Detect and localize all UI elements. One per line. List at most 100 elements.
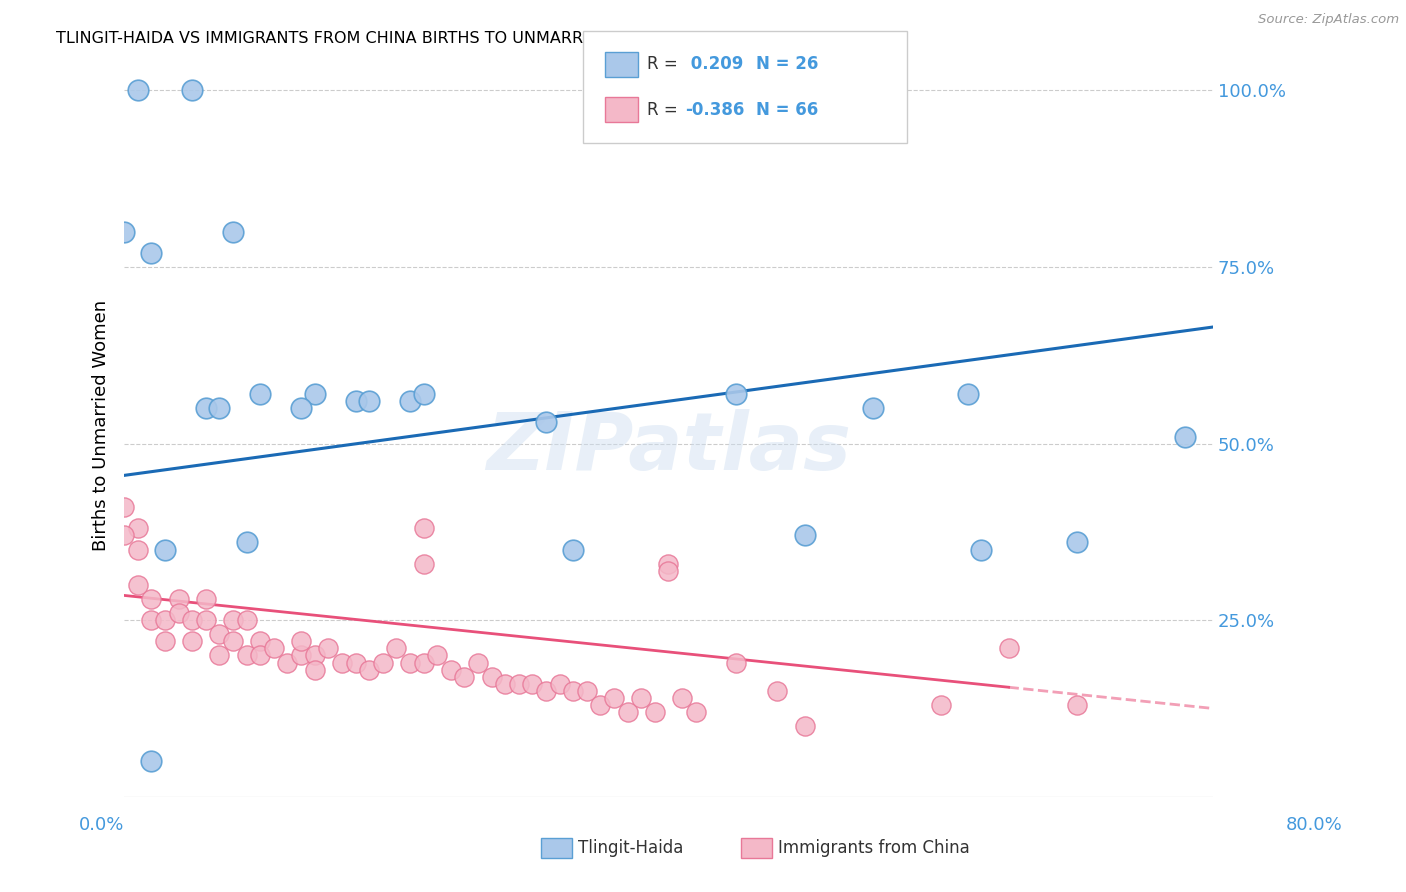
Point xyxy=(997,641,1019,656)
Point xyxy=(1066,535,1088,549)
Point xyxy=(153,542,176,557)
Point xyxy=(112,225,135,239)
Point xyxy=(399,656,422,670)
Point xyxy=(276,656,298,670)
Point xyxy=(290,401,312,416)
Point xyxy=(399,394,422,409)
Y-axis label: Births to Unmarried Women: Births to Unmarried Women xyxy=(93,301,110,551)
Text: N = 66: N = 66 xyxy=(756,101,818,119)
Point xyxy=(793,528,815,542)
Point xyxy=(249,648,271,663)
Point xyxy=(181,83,204,97)
Point xyxy=(481,670,503,684)
Point xyxy=(766,683,789,698)
Point xyxy=(657,564,679,578)
Point xyxy=(548,676,571,690)
Point xyxy=(534,683,557,698)
Point xyxy=(371,656,394,670)
Point xyxy=(575,683,598,698)
Point xyxy=(970,542,993,557)
Point xyxy=(167,591,190,606)
Point xyxy=(657,557,679,571)
Text: Source: ZipAtlas.com: Source: ZipAtlas.com xyxy=(1258,13,1399,27)
Point xyxy=(222,613,245,627)
Point xyxy=(412,656,434,670)
Point xyxy=(956,387,979,401)
Point xyxy=(385,641,408,656)
Point xyxy=(603,690,626,705)
Point xyxy=(685,705,707,719)
Point xyxy=(562,542,585,557)
Point xyxy=(304,663,326,677)
Point xyxy=(412,387,434,401)
Point xyxy=(112,528,135,542)
Text: N = 26: N = 26 xyxy=(756,55,818,73)
Point xyxy=(494,676,516,690)
Point xyxy=(181,613,204,627)
Text: R =: R = xyxy=(647,55,678,73)
Point xyxy=(725,387,748,401)
Point xyxy=(725,656,748,670)
Point xyxy=(671,690,693,705)
Point xyxy=(508,676,530,690)
Text: R =: R = xyxy=(647,101,678,119)
Point xyxy=(359,663,381,677)
Point xyxy=(127,578,149,592)
Point xyxy=(235,613,257,627)
Point xyxy=(589,698,612,712)
Point xyxy=(1174,429,1197,443)
Point xyxy=(263,641,285,656)
Point xyxy=(522,676,544,690)
Point xyxy=(453,670,475,684)
Text: 80.0%: 80.0% xyxy=(1286,816,1343,834)
Point xyxy=(208,627,231,641)
Text: ZIPatlas: ZIPatlas xyxy=(486,409,851,487)
Text: -0.386: -0.386 xyxy=(685,101,744,119)
Point xyxy=(467,656,489,670)
Point xyxy=(194,591,217,606)
Point xyxy=(153,613,176,627)
Point xyxy=(344,656,367,670)
Point xyxy=(562,683,585,698)
Point xyxy=(194,401,217,416)
Point xyxy=(412,557,434,571)
Text: TLINGIT-HAIDA VS IMMIGRANTS FROM CHINA BIRTHS TO UNMARRIED WOMEN CORRELATION CHA: TLINGIT-HAIDA VS IMMIGRANTS FROM CHINA B… xyxy=(56,31,859,46)
Point xyxy=(141,613,163,627)
Point xyxy=(249,387,271,401)
Text: 0.209: 0.209 xyxy=(685,55,744,73)
Point xyxy=(440,663,463,677)
Point xyxy=(644,705,666,719)
Text: Immigrants from China: Immigrants from China xyxy=(778,839,969,857)
Point xyxy=(235,535,257,549)
Point xyxy=(318,641,340,656)
Point xyxy=(153,634,176,648)
Point xyxy=(359,394,381,409)
Point xyxy=(194,613,217,627)
Point xyxy=(222,225,245,239)
Point xyxy=(344,394,367,409)
Point xyxy=(616,705,638,719)
Text: Tlingit-Haida: Tlingit-Haida xyxy=(578,839,683,857)
Point xyxy=(222,634,245,648)
Point xyxy=(1066,698,1088,712)
Point xyxy=(426,648,449,663)
Point xyxy=(141,755,163,769)
Point xyxy=(929,698,952,712)
Point xyxy=(141,591,163,606)
Point xyxy=(330,656,353,670)
Point xyxy=(249,634,271,648)
Point xyxy=(208,401,231,416)
Point xyxy=(304,648,326,663)
Text: 0.0%: 0.0% xyxy=(79,816,124,834)
Point xyxy=(534,416,557,430)
Point xyxy=(412,521,434,535)
Point xyxy=(127,83,149,97)
Point xyxy=(112,500,135,515)
Point xyxy=(304,387,326,401)
Point xyxy=(290,634,312,648)
Point xyxy=(127,521,149,535)
Point xyxy=(235,648,257,663)
Point xyxy=(630,690,652,705)
Point xyxy=(208,648,231,663)
Point xyxy=(127,542,149,557)
